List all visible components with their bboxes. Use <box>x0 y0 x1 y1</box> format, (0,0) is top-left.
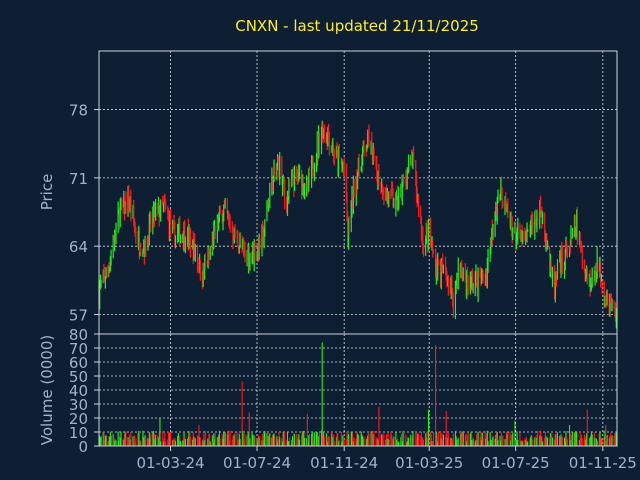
x-tick-label: 01-11-25 <box>569 454 637 472</box>
chart-title: CNXN - last updated 21/11/2025 <box>235 17 479 35</box>
x-axis: 01-03-24 01-07-24 01-11-24 01-03-25 01-07-25… <box>137 446 637 472</box>
price-candles <box>98 120 618 329</box>
price-tick-label: 57 <box>69 306 88 324</box>
x-tick-label: 01-11-24 <box>310 454 378 472</box>
volume-tick-label: 70 <box>69 340 88 358</box>
x-tick-label: 01-03-25 <box>395 454 463 472</box>
price-tick-label: 64 <box>69 238 88 256</box>
volume-tick-label: 0 <box>78 438 88 456</box>
volume-tick-label: 50 <box>69 368 88 386</box>
price-tick-label: 78 <box>69 102 88 120</box>
volume-tick-label: 20 <box>69 410 88 428</box>
x-tick-label: 01-07-25 <box>482 454 550 472</box>
volume-tick-label: 40 <box>69 382 88 400</box>
volume-grid <box>99 334 617 446</box>
x-tick-label: 01-03-24 <box>137 454 205 472</box>
volume-tick-label: 30 <box>69 396 88 414</box>
price-panel-frame <box>98 50 618 335</box>
volume-tick-label: 80 <box>69 326 88 344</box>
price-y-axis: 57 64 71 78 <box>69 102 99 324</box>
volume-tick-label: 10 <box>69 424 88 442</box>
volume-bars <box>98 342 618 446</box>
volume-tick-label: 60 <box>69 354 88 372</box>
price-axis-label: Price <box>38 174 56 211</box>
price-tick-label: 71 <box>69 170 88 188</box>
x-tick-label: 01-07-24 <box>223 454 291 472</box>
price-grid <box>99 51 617 334</box>
volume-axis-label: Volume (0000) <box>38 335 56 445</box>
